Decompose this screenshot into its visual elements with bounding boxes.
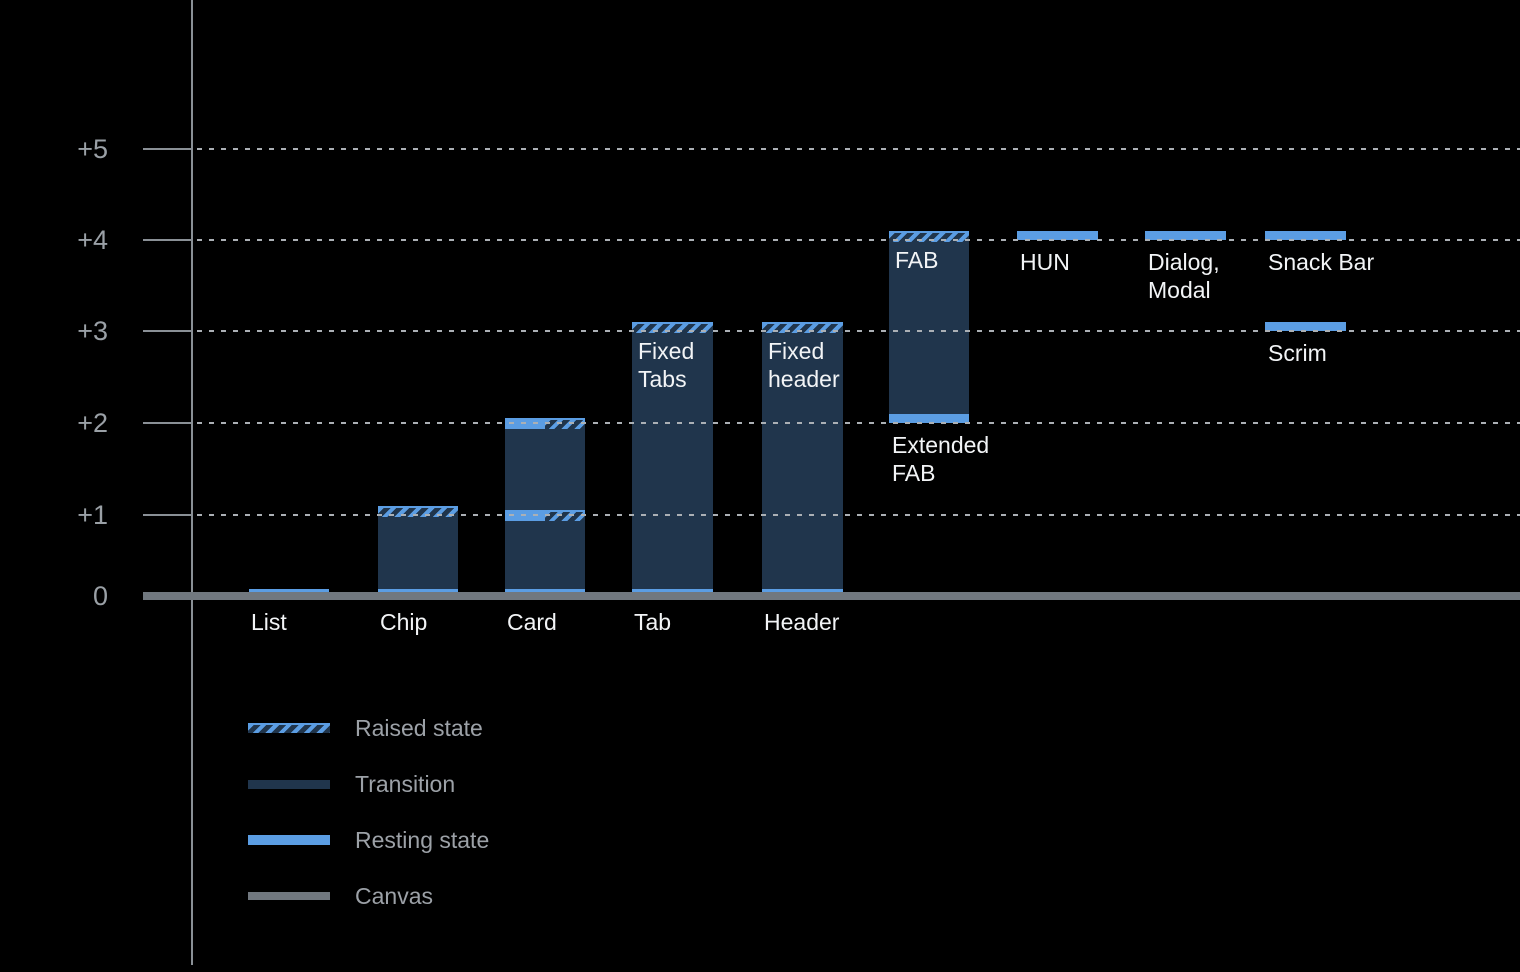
bar-below-label-snack-bar: Snack Bar (1268, 249, 1375, 275)
bar-extended-fab-segment-raised (889, 230, 969, 242)
bar-axis-label-header: Header (764, 609, 840, 635)
legend-item-raised: Raised state (248, 700, 489, 756)
bar-tab-segment-resting (632, 588, 713, 592)
legend-label-raised: Raised state (355, 714, 483, 741)
y-axis-line (191, 0, 193, 965)
legend-swatch-resting-icon (248, 835, 330, 845)
bar-chip-segment-resting (378, 588, 458, 592)
legend-swatch-transition-icon (248, 779, 330, 789)
bar-card-segment-transition (505, 520, 585, 589)
legend-swatch-canvas-icon (248, 892, 330, 900)
bar-list-segment-resting (249, 588, 329, 592)
y-axis-tick-+3 (143, 330, 193, 332)
bar-inner-label-tab: Fixed Tabs (638, 337, 695, 392)
gridline-+4 (197, 239, 1520, 241)
bar-below-label-hun: HUN (1020, 249, 1070, 275)
legend-item-transition: Transition (248, 756, 489, 812)
gridline-+1 (197, 514, 1520, 516)
legend-label-resting: Resting state (355, 826, 490, 853)
bar-snack-bar-segment-resting (1265, 230, 1346, 240)
bar-header-segment-transition (762, 332, 843, 589)
bar-extended-fab-segment-resting (889, 413, 969, 423)
gridline-+5 (197, 148, 1520, 150)
y-axis-tick-+5 (143, 148, 193, 150)
bar-below-label-dialog-modal: Dialog, Modal (1148, 249, 1220, 303)
bar-dialog-modal-segment-resting (1145, 230, 1226, 240)
bar-axis-label-list: List (251, 609, 287, 635)
legend-swatch-raised-icon (248, 723, 330, 733)
y-axis-tick-label-+1: +1 (77, 500, 108, 530)
bar-chip-segment-raised (378, 505, 458, 517)
bar-axis-label-chip: Chip (380, 609, 428, 635)
bar-card-segment-transition (505, 429, 585, 511)
bar-card-segment-resting (505, 588, 585, 592)
bar-below-label-extended-fab: Extended FAB (892, 432, 990, 486)
bar-below-label-scrim: Scrim (1268, 340, 1327, 366)
legend-label-canvas: Canvas (355, 882, 433, 909)
canvas-baseline-line (143, 592, 1520, 600)
bar-inner-label-header: Fixed header (768, 337, 840, 392)
bar-tab-segment-transition (632, 332, 713, 589)
y-axis-tick-+1 (143, 514, 193, 516)
gridline-+2 (197, 422, 1520, 424)
legend-item-canvas: Canvas (248, 868, 489, 924)
bar-hun-segment-resting (1017, 230, 1098, 240)
bar-chip-segment-transition (378, 516, 458, 589)
legend-item-resting: Resting state (248, 812, 489, 868)
y-axis-tick-label-+4: +4 (77, 225, 108, 255)
y-axis-tick-label-+2: +2 (77, 408, 108, 438)
bar-tab-segment-raised (632, 321, 713, 333)
bar-axis-label-card: Card (507, 609, 557, 635)
y-axis-tick-label-+3: +3 (77, 316, 108, 346)
bar-header-segment-raised (762, 321, 843, 333)
bar-scrim-segment-resting (1265, 321, 1346, 331)
y-axis-tick-label-+5: +5 (77, 134, 108, 164)
y-axis-tick-+2 (143, 422, 193, 424)
y-axis-tick-+4 (143, 239, 193, 241)
bar-inner-label-extended-fab: FAB (895, 246, 939, 273)
legend-label-transition: Transition (355, 770, 456, 797)
bar-extended-fab-segment-transition (889, 241, 969, 414)
bar-axis-label-tab: Tab (634, 609, 672, 635)
bar-header-segment-resting (762, 588, 843, 592)
gridline-+3 (197, 330, 1520, 332)
y-axis-tick-label-0: 0 (92, 581, 108, 611)
legend: Raised state Transition Resting state Canva… (248, 700, 489, 924)
